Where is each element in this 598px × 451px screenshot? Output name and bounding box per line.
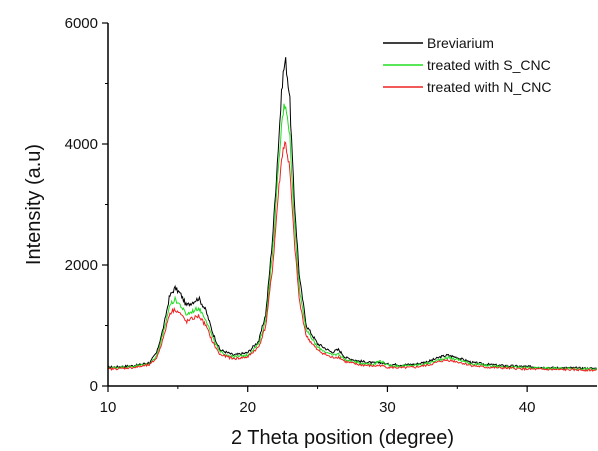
series-line-0 bbox=[107, 57, 598, 371]
series-line-1 bbox=[107, 103, 597, 371]
axes-layer bbox=[107, 23, 597, 387]
x-axis-title: 2 Theta position (degree) bbox=[231, 427, 454, 449]
legend: Breviarium treated with S_CNC treated wi… bbox=[383, 35, 552, 95]
y-tick-label: 0 bbox=[90, 378, 98, 395]
x-tick-label: 40 bbox=[519, 399, 536, 416]
y-tick-label: 2000 bbox=[65, 257, 98, 274]
series-layer bbox=[107, 57, 598, 372]
y-tick-label: 6000 bbox=[65, 15, 98, 32]
legend-label-n-cnc: treated with N_CNC bbox=[427, 79, 552, 95]
y-axis-title: Intensity (a.u) bbox=[23, 144, 45, 265]
ticks-layer: 10 20 30 40 0 2000 4000 6000 bbox=[65, 15, 536, 416]
y-tick-label: 4000 bbox=[65, 136, 98, 153]
legend-label-s-cnc: treated with S_CNC bbox=[427, 57, 551, 73]
x-tick-label: 10 bbox=[100, 399, 117, 416]
x-tick-label: 20 bbox=[239, 399, 256, 416]
series-line-2 bbox=[107, 140, 597, 372]
x-tick-label: 30 bbox=[379, 399, 396, 416]
legend-label-breviarium: Breviarium bbox=[427, 35, 494, 51]
